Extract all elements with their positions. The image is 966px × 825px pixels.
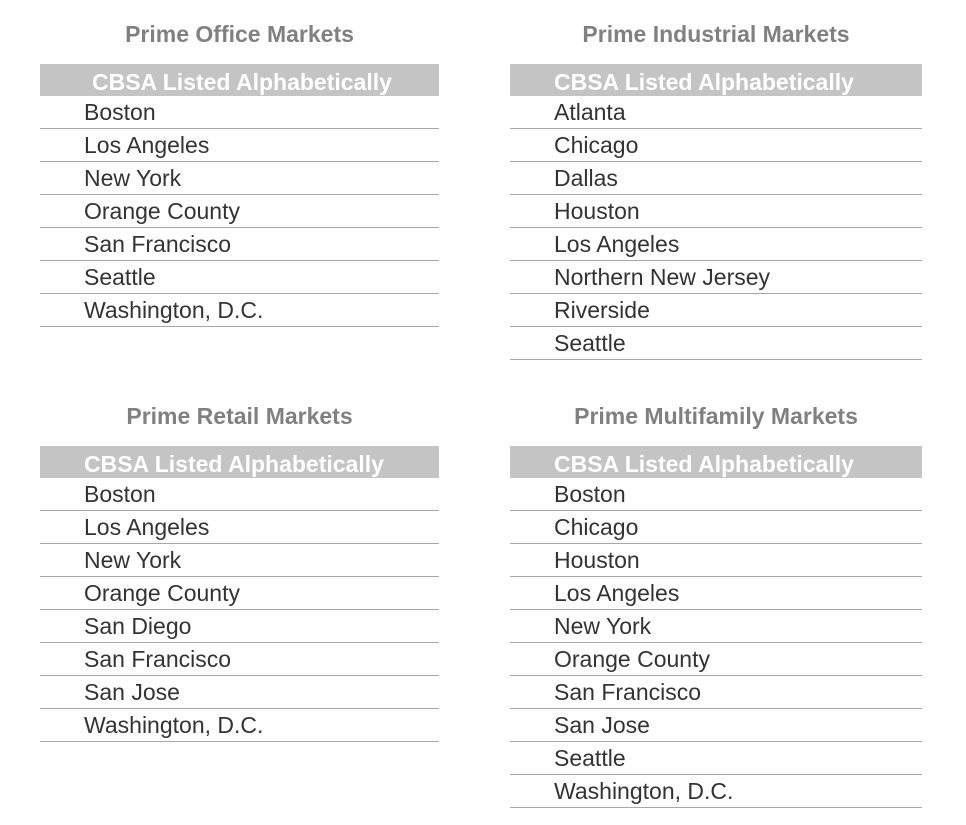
retail-markets-title: Prime Retail Markets: [126, 403, 353, 429]
market-row: Houston: [510, 544, 922, 577]
market-row: Washington, D.C.: [40, 294, 439, 327]
office-markets-list: Boston Los Angeles New York Orange County Sa…: [40, 96, 439, 327]
market-row: Riverside: [510, 294, 922, 327]
market-row: Seattle: [510, 742, 922, 775]
market-row: Washington, D.C.: [40, 709, 439, 742]
multifamily-markets-title: Prime Multifamily Markets: [574, 403, 858, 429]
market-row: Los Angeles: [40, 129, 439, 162]
market-row: San Francisco: [510, 676, 922, 709]
market-row: Orange County: [510, 643, 922, 676]
market-row: Washington, D.C.: [510, 775, 922, 808]
market-row: New York: [510, 610, 922, 643]
retail-markets-table: Prime Retail Markets CBSA Listed Alphabe…: [40, 400, 439, 742]
market-row: Atlanta: [510, 96, 922, 129]
retail-markets-header: CBSA Listed Alphabetically: [40, 446, 439, 478]
market-row: Los Angeles: [510, 228, 922, 261]
market-row: San Francisco: [40, 228, 439, 261]
industrial-markets-title: Prime Industrial Markets: [582, 21, 850, 47]
office-markets-header: CBSA Listed Alphabetically: [40, 64, 439, 96]
multifamily-markets-header: CBSA Listed Alphabetically: [510, 446, 922, 478]
market-row: San Francisco: [40, 643, 439, 676]
market-row: San Diego: [40, 610, 439, 643]
market-row: Chicago: [510, 129, 922, 162]
market-row: San Jose: [510, 709, 922, 742]
market-row: Los Angeles: [40, 511, 439, 544]
market-row: Houston: [510, 195, 922, 228]
market-row: Northern New Jersey: [510, 261, 922, 294]
market-row: Orange County: [40, 577, 439, 610]
market-row: San Jose: [40, 676, 439, 709]
multifamily-markets-table: Prime Multifamily Markets CBSA Listed Al…: [510, 400, 922, 808]
market-row: Chicago: [510, 511, 922, 544]
industrial-markets-table: Prime Industrial Markets CBSA Listed Alp…: [510, 18, 922, 360]
retail-markets-list: Boston Los Angeles New York Orange County Sa…: [40, 478, 439, 742]
market-row: New York: [40, 544, 439, 577]
industrial-markets-header: CBSA Listed Alphabetically: [510, 64, 922, 96]
market-row: Dallas: [510, 162, 922, 195]
office-markets-table: Prime Office Markets CBSA Listed Alphabe…: [40, 18, 439, 327]
market-row: Orange County: [40, 195, 439, 228]
industrial-markets-list: Atlanta Chicago Dallas Houston Los Angeles No…: [510, 96, 922, 360]
market-row: Los Angeles: [510, 577, 922, 610]
market-row: Seattle: [510, 327, 922, 360]
market-row: Boston: [510, 478, 922, 511]
market-row: Seattle: [40, 261, 439, 294]
multifamily-markets-list: Boston Chicago Houston Los Angeles New York O…: [510, 478, 922, 808]
office-markets-title: Prime Office Markets: [125, 21, 354, 47]
market-row: Boston: [40, 478, 439, 511]
market-row: New York: [40, 162, 439, 195]
market-row: Boston: [40, 96, 439, 129]
